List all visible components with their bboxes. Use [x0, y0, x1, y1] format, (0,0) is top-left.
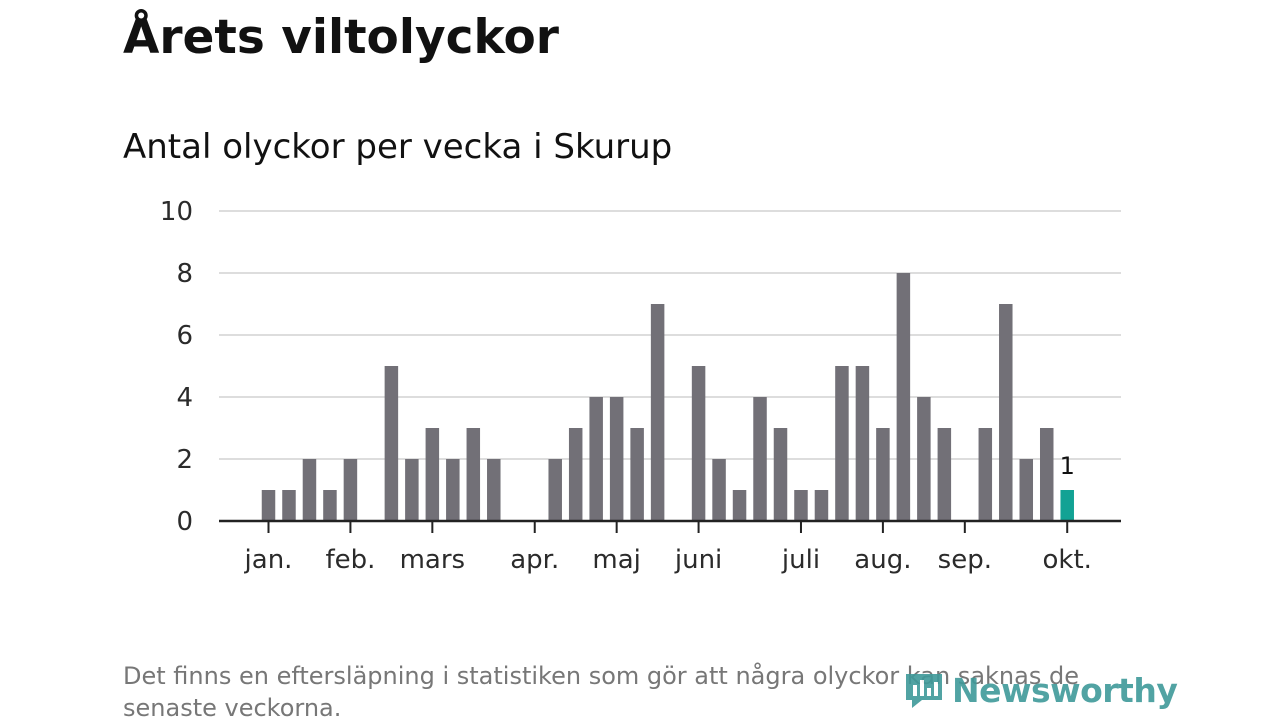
bar: [630, 428, 644, 521]
bar: [487, 459, 501, 521]
month-label: juli: [781, 545, 820, 575]
bar: [896, 273, 911, 521]
month-label: juni: [674, 545, 722, 575]
y-tick-label: 10: [160, 197, 193, 227]
bar: [691, 366, 706, 521]
y-tick-label: 4: [176, 383, 193, 413]
bar: [405, 459, 419, 521]
bar: [937, 428, 952, 521]
bar: [753, 397, 767, 521]
bar: [1039, 428, 1054, 521]
month-label: maj: [592, 545, 640, 575]
month-label: feb.: [325, 545, 375, 575]
month-label: aug.: [854, 545, 911, 575]
bar: [548, 459, 562, 521]
bars: [261, 273, 1074, 521]
bar: [999, 304, 1013, 521]
chart-subtitle: Antal olyckor per vecka i Skurup: [123, 127, 673, 167]
bar: [323, 490, 337, 521]
newsworthy-logo: Newsworthy: [902, 668, 1178, 712]
bar: [712, 459, 726, 521]
newsworthy-logo-icon: [906, 674, 942, 708]
bar: [343, 459, 358, 521]
highlight-data-label: 1: [1060, 452, 1075, 480]
bar: [732, 490, 747, 521]
bar: [609, 397, 624, 521]
bar: [917, 397, 931, 521]
bar: [876, 428, 890, 521]
bar: [425, 428, 440, 521]
month-label: jan.: [244, 545, 293, 575]
data-labels: 1: [1060, 452, 1075, 480]
y-tick-label: 0: [176, 507, 193, 537]
bar-highlight: [1060, 490, 1074, 521]
y-tick-label: 6: [176, 321, 193, 351]
bar: [773, 428, 788, 521]
bar: [466, 428, 481, 521]
bar: [650, 304, 665, 521]
y-tick-label: 8: [176, 259, 193, 289]
bar: [1019, 459, 1034, 521]
y-axis-ticks: 0 2 4 6 8 10: [160, 197, 193, 537]
y-tick-label: 2: [176, 445, 193, 475]
chart-title: Årets viltolyckor: [123, 10, 559, 65]
bar: [978, 428, 993, 521]
bar: [794, 490, 808, 521]
month-label: sep.: [938, 545, 992, 575]
bar: [855, 366, 870, 521]
month-label: apr.: [510, 545, 559, 575]
bar: [302, 459, 317, 521]
bar: [384, 366, 399, 521]
x-axis-month-labels: jan. feb. mars apr. maj juni juli aug. sep. okt.: [244, 521, 1092, 575]
bar: [282, 490, 296, 521]
month-label: okt.: [1043, 545, 1092, 575]
bar: [589, 397, 603, 521]
bar-chart: 0 2 4 6 8 10 jan. feb. mars apr. maj juni juli aug. s…: [160, 197, 1121, 575]
bar: [835, 366, 849, 521]
grid-lines: [219, 210, 1121, 460]
logo-text: Newsworthy: [952, 670, 1178, 710]
bar: [446, 459, 460, 521]
bar: [568, 428, 583, 521]
bar: [814, 490, 829, 521]
month-label: mars: [400, 545, 466, 575]
bar: [261, 490, 276, 521]
